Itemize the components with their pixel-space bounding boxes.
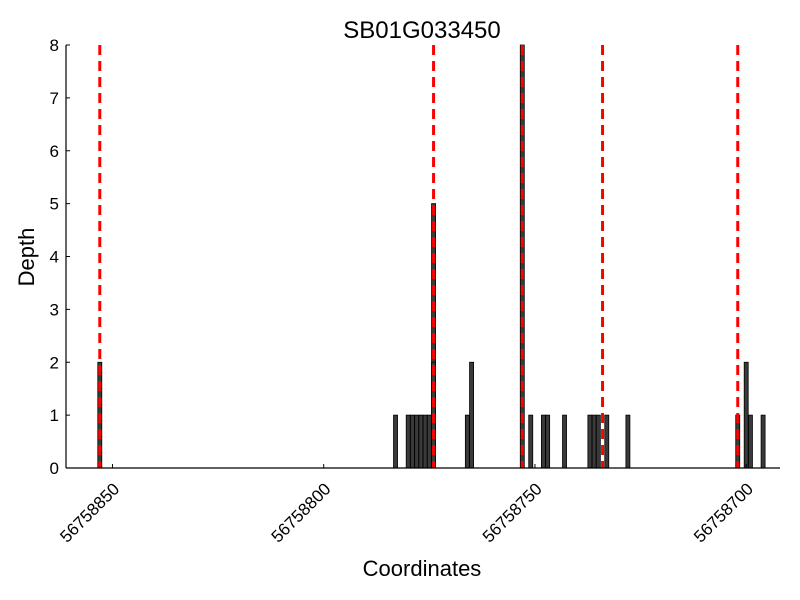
chart-title: SB01G033450 (343, 17, 500, 44)
marker-lines-group (98, 45, 740, 468)
bar (393, 414, 398, 469)
bar (426, 414, 432, 469)
bar (405, 414, 411, 469)
axes-group (65, 45, 780, 469)
y-tick-label: 5 (50, 195, 59, 214)
bar (587, 414, 593, 469)
x-tick-label: 56758750 (479, 479, 546, 546)
y-tick-label: 3 (50, 300, 59, 319)
bar (595, 414, 601, 469)
x-tick-label: 56758700 (690, 479, 757, 546)
y-tick-label: 1 (50, 406, 59, 425)
bar (410, 414, 415, 469)
x-ticks-group: 56758850 56758800 56758750 56758700 (56, 464, 757, 546)
bars-group (97, 44, 766, 469)
x-tick-label: 56758850 (56, 479, 123, 546)
bar (469, 361, 474, 469)
bar (743, 361, 749, 469)
bar (748, 414, 753, 469)
y-axis-label: Depth (14, 228, 39, 287)
bar (414, 414, 420, 469)
bar (545, 414, 551, 469)
x-tick-label: 56758800 (268, 479, 335, 546)
bar (562, 414, 567, 469)
y-ticks-group: 0 1 2 3 4 5 6 7 8 (50, 36, 70, 478)
bar (422, 414, 428, 469)
bar (418, 414, 424, 469)
y-tick-label: 8 (50, 36, 59, 55)
bar (760, 414, 766, 469)
y-tick-label: 4 (50, 248, 59, 267)
bar (625, 414, 631, 469)
bar (591, 414, 597, 469)
y-tick-label: 6 (50, 142, 59, 161)
y-tick-label: 2 (50, 353, 59, 372)
y-tick-label: 7 (50, 89, 59, 108)
bar (528, 414, 534, 469)
bar (604, 414, 610, 469)
bar (464, 414, 470, 469)
x-axis-label: Coordinates (363, 556, 482, 581)
bar (735, 414, 741, 469)
y-tick-label: 0 (50, 459, 59, 478)
bar (541, 414, 546, 469)
